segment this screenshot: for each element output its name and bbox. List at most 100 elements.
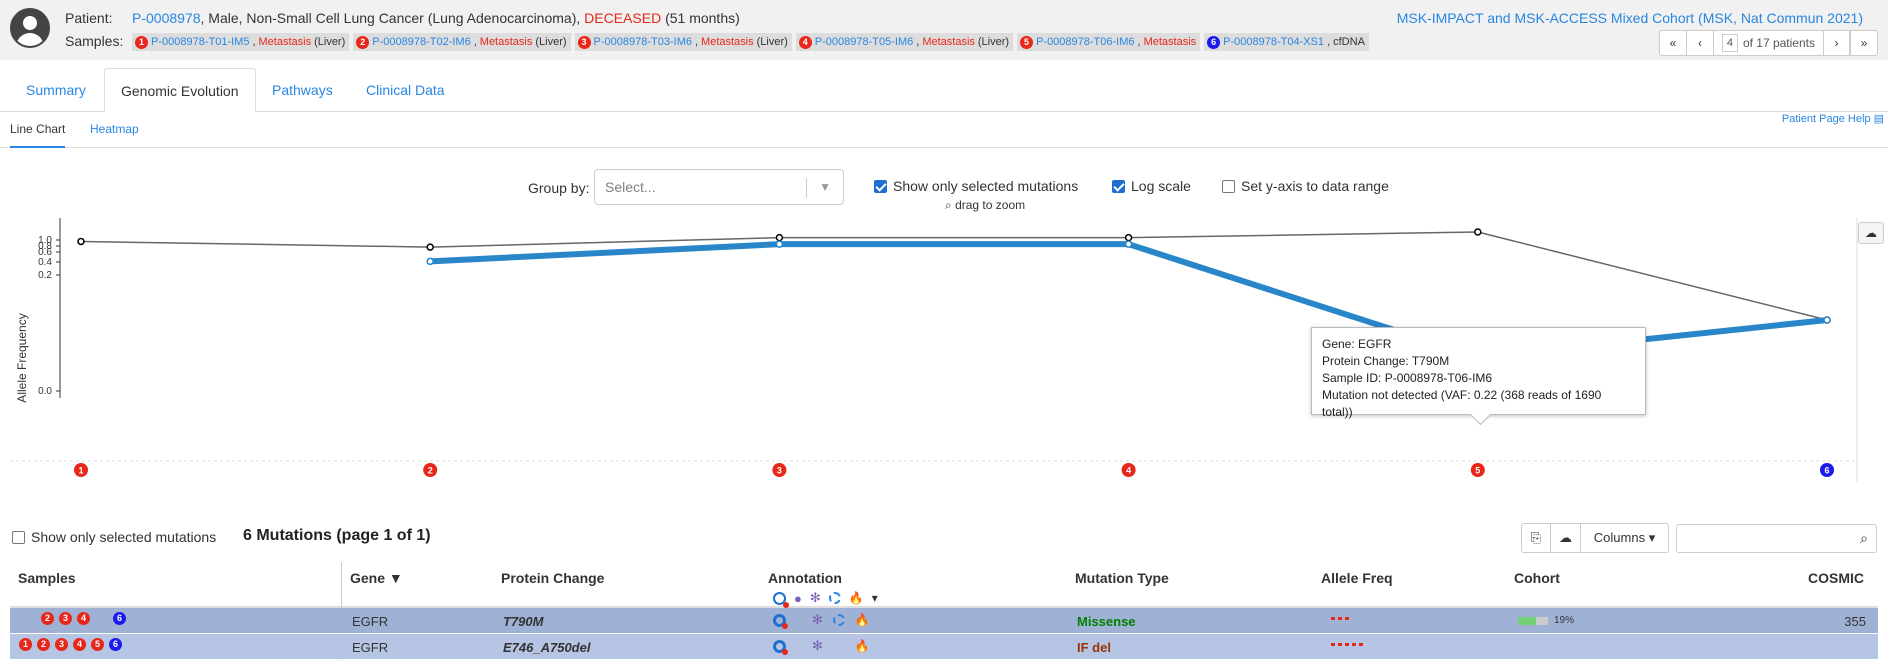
table-search-input[interactable]: ⌕: [1676, 524, 1877, 553]
gene-cell: EGFR: [352, 614, 389, 629]
x-sample-marker[interactable]: [1121, 463, 1136, 477]
patient-id-link[interactable]: P-0008978: [132, 10, 201, 26]
log-scale-checkbox[interactable]: Log scale: [1112, 178, 1191, 194]
tab-summary[interactable]: Summary: [26, 82, 86, 98]
sample-chip[interactable]: 1 P-0008978-T01-IM5, Metastasis (Liver): [132, 33, 350, 51]
filter-icon[interactable]: ▼: [388, 570, 403, 586]
cosmic-cell[interactable]: 355: [1844, 614, 1866, 629]
x-sample-marker[interactable]: [1820, 463, 1834, 477]
sample-chip[interactable]: 3 P-0008978-T03-IM6, Metastasis (Liver): [574, 33, 792, 51]
series-point[interactable]: [775, 240, 784, 248]
hotspot-fire-icon[interactable]: 🔥: [854, 613, 870, 627]
series-point[interactable]: [1474, 228, 1482, 236]
pager-first-button[interactable]: «: [1660, 31, 1687, 55]
series-point[interactable]: [426, 257, 434, 266]
tab-clinical-data[interactable]: Clinical Data: [366, 82, 445, 98]
sample-id-link[interactable]: P-0008978-T02-IM6: [372, 36, 471, 48]
col-gene[interactable]: Gene ▼: [350, 570, 403, 586]
group-by-select[interactable]: Select... ▼: [594, 169, 844, 205]
hotspot-fire-icon[interactable]: 🔥: [854, 639, 870, 653]
sample-list: 1 P-0008978-T01-IM5, Metastasis (Liver) 2 P-0…: [132, 33, 1369, 51]
sample-location: (Liver): [535, 36, 567, 48]
col-protein-change[interactable]: Protein Change: [501, 570, 605, 586]
series-point[interactable]: [1823, 316, 1831, 324]
col-allele-freq[interactable]: Allele Freq: [1321, 570, 1393, 586]
chart-controls: Group by: Select... ▼ Show only selected…: [0, 168, 1888, 212]
col-annotation[interactable]: Annotation: [768, 570, 842, 586]
sample-id-link[interactable]: P-0008978-T01-IM5: [151, 36, 250, 48]
sample-id-link[interactable]: P-0008978-T05-IM6: [814, 36, 914, 48]
col-cohort[interactable]: Cohort: [1514, 570, 1560, 586]
sample-number-badge: 2: [356, 35, 370, 49]
sample-chip[interactable]: 5 P-0008978-T06-IM6, Metastasis: [1017, 33, 1201, 51]
oncokb-icon[interactable]: [773, 639, 788, 655]
mutation-count: 6 Mutations (page 1 of 1): [243, 527, 431, 544]
show-selected-checkbox[interactable]: Show only selected mutations: [874, 178, 1078, 194]
y-tick-label: 1.0: [38, 235, 52, 246]
download-button[interactable]: ☁: [1550, 523, 1581, 553]
allele-freq-bar: [1331, 617, 1335, 620]
tab-pathways[interactable]: Pathways: [272, 82, 333, 98]
allele-freq-bars[interactable]: [1331, 643, 1363, 646]
series-point[interactable]: [775, 233, 784, 242]
series-point[interactable]: [77, 237, 85, 246]
x-sample-marker[interactable]: [74, 463, 88, 477]
patient-page-help-link[interactable]: Patient Page Help ▤: [1781, 113, 1884, 125]
set-y-axis-checkbox[interactable]: Set y-axis to data range: [1222, 178, 1389, 194]
sample-id-link[interactable]: P-0008978-T04-XS1: [1223, 36, 1325, 48]
patient-header: Patient: P-0008978, Male, Non-Small Cell…: [0, 0, 1888, 60]
cancer-hotspots-ring-icon[interactable]: [832, 614, 845, 626]
annotation-header-icons: ● ✻ 🔥 ▾: [773, 590, 878, 608]
my-cancer-genome-icon[interactable]: ✻: [812, 612, 823, 627]
my-cancer-genome-icon[interactable]: ✻: [812, 638, 823, 653]
allele-freq-bars[interactable]: [1331, 617, 1349, 620]
my-cancer-genome-icon[interactable]: ✻: [809, 590, 821, 605]
x-sample-marker[interactable]: [423, 463, 438, 477]
annotation-cell: ✻ 🔥: [773, 638, 870, 655]
y-tick-label: 0.8: [38, 241, 52, 252]
x-sample-marker[interactable]: [1470, 463, 1485, 477]
subtab-line-chart[interactable]: Line Chart: [10, 120, 66, 148]
series-point[interactable]: [426, 243, 434, 251]
oncokb-icon[interactable]: [773, 591, 789, 608]
chevron-down-icon[interactable]: ▾: [871, 591, 878, 605]
chart-download-button[interactable]: ☁: [1858, 222, 1884, 244]
oncokb-icon[interactable]: [773, 613, 788, 629]
col-mutation-type[interactable]: Mutation Type: [1075, 570, 1169, 586]
gene-cell: EGFR: [352, 640, 389, 655]
copy-button[interactable]: ⎘: [1521, 523, 1551, 553]
sample-chip[interactable]: 2 P-0008978-T02-IM6, Metastasis (Liver): [353, 33, 571, 51]
tab-genomic-evolution[interactable]: Genomic Evolution: [104, 68, 256, 112]
sample-id-link[interactable]: P-0008978-T06-IM6: [1036, 36, 1135, 48]
protein-change-cell: T790M: [503, 614, 544, 629]
sample-id-link[interactable]: P-0008978-T03-IM6: [593, 36, 692, 48]
mutation-type-cell: IF del: [1077, 640, 1111, 655]
cohort-frequency[interactable]: 19%: [1518, 615, 1574, 626]
sample-chip[interactable]: 4 P-0008978-T05-IM6, Metastasis (Liver): [795, 33, 1014, 51]
civic-icon[interactable]: ●: [794, 590, 802, 606]
series-point[interactable]: [1124, 233, 1133, 242]
search-icon: ⌕: [1860, 530, 1868, 546]
pager-next-button[interactable]: ›: [1823, 31, 1850, 55]
table-show-selected-checkbox[interactable]: Show only selected mutations: [12, 529, 216, 545]
table-row[interactable]: 1 2 3 4 5 6 EGFR E746_A750del ✻ 🔥 IF del: [10, 634, 1878, 660]
col-cosmic[interactable]: COSMIC: [1808, 570, 1864, 586]
hotspot-fire-icon[interactable]: 🔥: [848, 591, 864, 605]
pager-prev-button[interactable]: ‹: [1687, 31, 1714, 55]
pager-current-input[interactable]: 4: [1721, 34, 1738, 52]
subtab-heatmap[interactable]: Heatmap: [90, 122, 139, 136]
patient-avatar-icon: [10, 8, 50, 48]
columns-dropdown-button[interactable]: Columns ▾: [1580, 523, 1669, 553]
cancer-hotspots-ring-icon[interactable]: [828, 592, 841, 604]
x-sample-marker[interactable]: [772, 463, 787, 477]
sample-chip[interactable]: 6 P-0008978-T04-XS1, cfDNA: [1204, 33, 1369, 51]
book-icon: ▤: [1873, 113, 1884, 125]
y-tick-label: 0.2: [38, 270, 52, 281]
table-row[interactable]: 2 3 4 6 EGFR T790M ✻ 🔥 Missense 19% 355: [10, 608, 1878, 634]
study-link[interactable]: MSK-IMPACT and MSK-ACCESS Mixed Cohort (…: [1396, 10, 1863, 26]
allele-freq-bar: [1352, 643, 1356, 646]
col-samples[interactable]: Samples: [18, 570, 76, 586]
series-point[interactable]: [1124, 240, 1133, 248]
pager-last-button[interactable]: »: [1850, 31, 1877, 55]
series-line[interactable]: [80, 231, 1828, 321]
